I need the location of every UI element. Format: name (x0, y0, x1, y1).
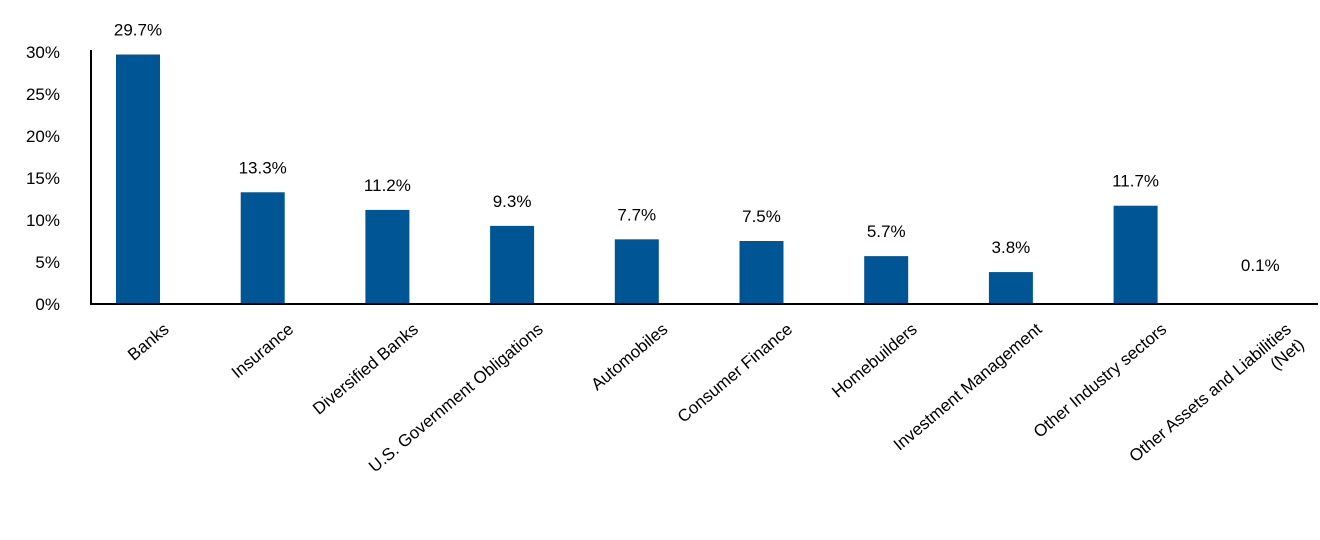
bar (1113, 205, 1158, 304)
bar-series (116, 54, 1283, 304)
category-label: Insurance (228, 320, 297, 383)
data-label: 5.7% (867, 222, 906, 241)
category-label: Homebuilders (828, 320, 921, 402)
bar (614, 239, 659, 304)
data-label: 11.7% (1112, 172, 1159, 191)
data-labels: 29.7% 13.3% 11.2% 9.3% 7.7% 7.5% 5.7% 3.8% 11.7%… (114, 21, 1280, 275)
y-tick-label: 20% (26, 127, 60, 146)
bar (365, 209, 410, 304)
bar (490, 225, 535, 304)
y-axis-ticks: 0% 5% 10% 15% 20% 25% 30% (26, 43, 60, 314)
bar (988, 272, 1033, 304)
y-tick-label: 10% (26, 211, 60, 230)
y-tick-label: 15% (26, 169, 60, 188)
bar (739, 241, 784, 304)
bar (116, 54, 160, 304)
category-label: Consumer Finance (674, 320, 796, 427)
category-label: Automobiles (587, 320, 671, 395)
data-label: 13.3% (239, 158, 287, 177)
data-label: 0.1% (1241, 256, 1280, 275)
bar (864, 256, 909, 304)
category-label: Other Industry sectors (1030, 320, 1170, 442)
y-tick-label: 0% (35, 295, 60, 314)
data-label: 9.3% (493, 192, 532, 211)
y-tick-label: 5% (35, 253, 60, 272)
data-label: 7.7% (617, 205, 656, 224)
data-label: 3.8% (992, 238, 1031, 257)
bar (240, 192, 285, 304)
data-label: 11.2% (364, 176, 411, 195)
data-label: 29.7% (114, 21, 162, 40)
data-label: 7.5% (742, 207, 781, 226)
category-label: Diversified Banks (309, 320, 422, 419)
category-label: Banks (124, 320, 172, 365)
y-tick-label: 25% (26, 85, 60, 104)
y-tick-label: 30% (26, 43, 60, 62)
